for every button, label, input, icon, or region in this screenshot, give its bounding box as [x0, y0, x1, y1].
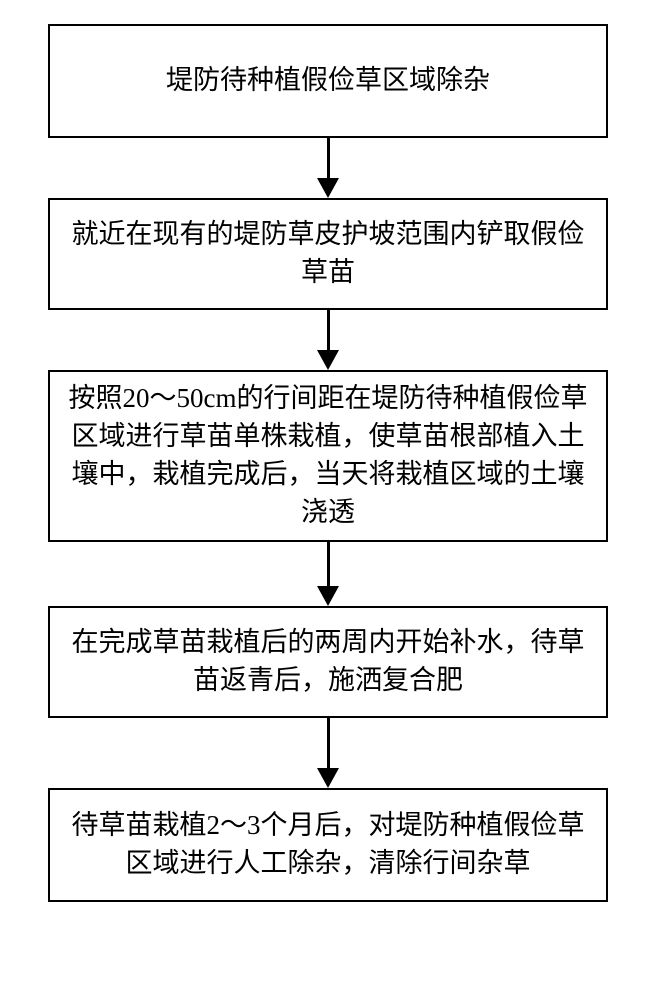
flow-step-5: 待草苗栽植2～3个月后，对堤防种植假俭草区域进行人工除杂，清除行间杂草 [48, 788, 608, 902]
flow-arrow-4 [317, 718, 339, 788]
arrow-line [327, 310, 330, 350]
arrow-head-icon [317, 350, 339, 370]
flow-step-3: 按照20～50cm的行间距在堤防待种植假俭草区域进行草苗单株栽植，使草苗根部植入… [48, 370, 608, 542]
flow-step-2: 就近在现有的堤防草皮护坡范围内铲取假俭草苗 [48, 198, 608, 310]
flow-step-1: 堤防待种植假俭草区域除杂 [48, 24, 608, 138]
flow-arrow-2 [317, 310, 339, 370]
arrow-head-icon [317, 178, 339, 198]
flow-step-2-text: 就近在现有的堤防草皮护坡范围内铲取假俭草苗 [60, 216, 596, 292]
arrow-line [327, 718, 330, 768]
flow-arrow-1 [317, 138, 339, 198]
flow-step-1-text: 堤防待种植假俭草区域除杂 [166, 62, 490, 100]
flow-step-4-text: 在完成草苗栽植后的两周内开始补水，待草苗返青后，施洒复合肥 [60, 624, 596, 700]
flow-step-4: 在完成草苗栽植后的两周内开始补水，待草苗返青后，施洒复合肥 [48, 606, 608, 718]
arrow-head-icon [317, 768, 339, 788]
flow-step-5-text: 待草苗栽植2～3个月后，对堤防种植假俭草区域进行人工除杂，清除行间杂草 [60, 807, 596, 883]
flow-step-3-text: 按照20～50cm的行间距在堤防待种植假俭草区域进行草苗单株栽植，使草苗根部植入… [60, 380, 596, 531]
flow-arrow-3 [317, 542, 339, 606]
arrow-line [327, 138, 330, 178]
arrow-line [327, 542, 330, 586]
arrow-head-icon [317, 586, 339, 606]
